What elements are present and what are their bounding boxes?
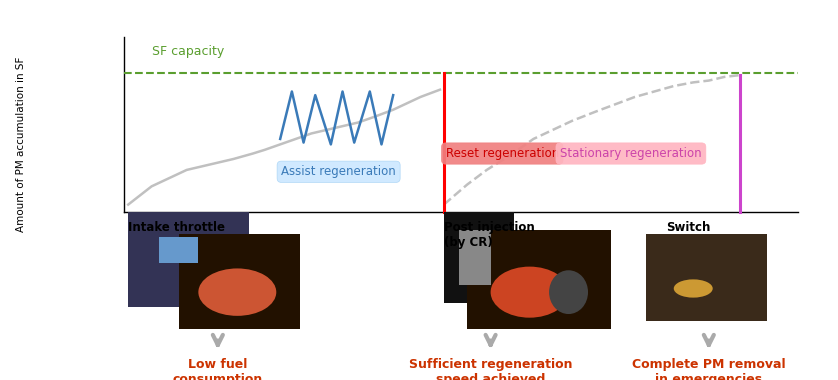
Text: Reset regeneration: Reset regeneration [446,147,559,160]
Text: Intake throttle: Intake throttle [128,221,225,234]
Ellipse shape [490,267,568,318]
FancyBboxPatch shape [178,234,300,329]
FancyBboxPatch shape [159,238,199,263]
Text: Switch: Switch [666,221,711,234]
Text: Stationary regeneration: Stationary regeneration [560,147,701,160]
Text: Sufficient regeneration
speed achieved: Sufficient regeneration speed achieved [409,358,572,380]
Ellipse shape [549,270,588,314]
Text: Amount of PM accumulation in SF: Amount of PM accumulation in SF [16,57,26,232]
FancyBboxPatch shape [444,212,514,303]
FancyBboxPatch shape [646,234,768,321]
Circle shape [674,279,712,298]
FancyBboxPatch shape [128,212,249,307]
Text: Assist regeneration: Assist regeneration [282,165,396,178]
Text: Complete PM removal
in emergencies: Complete PM removal in emergencies [632,358,786,380]
FancyBboxPatch shape [459,230,490,285]
Text: Post injection
(by CR): Post injection (by CR) [444,221,535,249]
FancyBboxPatch shape [468,230,612,329]
Text: Low fuel
consumption: Low fuel consumption [173,358,263,380]
Text: SF capacity: SF capacity [152,45,224,58]
Ellipse shape [199,268,277,316]
